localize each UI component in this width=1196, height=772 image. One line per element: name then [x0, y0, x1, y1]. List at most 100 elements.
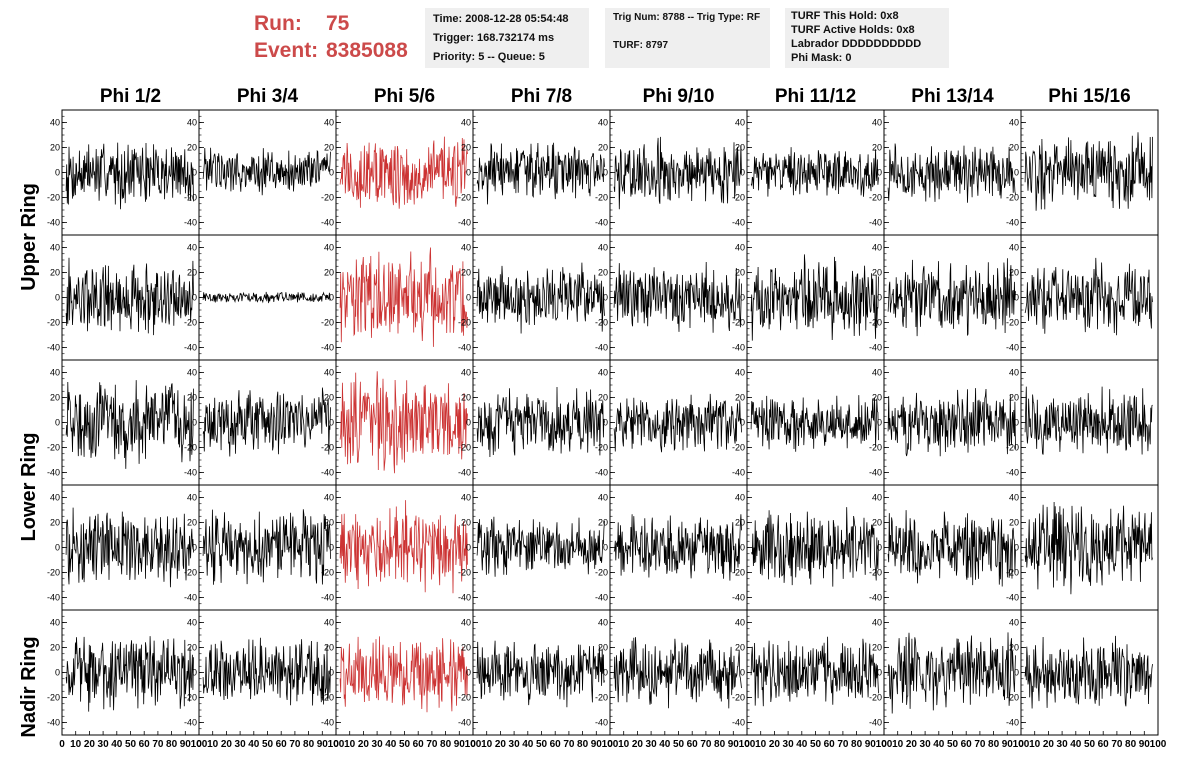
y-tick-label: 40: [324, 493, 334, 503]
y-tick-label: -40: [47, 468, 60, 478]
x-tick-label: 0: [196, 739, 202, 750]
y-tick-label: 0: [740, 543, 745, 553]
event-label: Event:: [254, 39, 319, 62]
y-tick-label: 0: [55, 668, 60, 678]
waveform-trace: [202, 387, 331, 457]
y-tick-label: 40: [50, 368, 60, 378]
y-tick-label: -40: [732, 718, 745, 728]
y-tick-label: -40: [1006, 218, 1019, 228]
y-tick-label: 20: [735, 518, 745, 528]
y-tick-label: -20: [184, 443, 197, 453]
y-tick-label: 40: [598, 368, 608, 378]
y-tick-label: -20: [321, 318, 334, 328]
y-tick-label: -20: [595, 568, 608, 578]
x-tick-label: 10: [344, 739, 356, 750]
waveform-panel: 40 20 0 -20 -40: [732, 484, 885, 611]
y-tick-label: 40: [598, 118, 608, 128]
y-tick-label: 0: [740, 293, 745, 303]
y-tick-label: 0: [192, 543, 197, 553]
y-tick-label: 20: [461, 643, 471, 653]
y-tick-label: -40: [595, 343, 608, 353]
phi-label-6: Phi 11/12: [774, 86, 857, 107]
y-tick-label: 20: [50, 643, 60, 653]
y-tick-label: 0: [192, 168, 197, 178]
y-tick-label: -20: [869, 318, 882, 328]
x-tick-label: 90: [1139, 739, 1151, 750]
y-tick-label: -40: [184, 343, 197, 353]
waveform-trace: [613, 136, 742, 210]
y-tick-label: -20: [1006, 568, 1019, 578]
x-tick-label: 70: [700, 739, 712, 750]
y-tick-label: 40: [50, 493, 60, 503]
y-tick-label: 40: [872, 243, 882, 253]
y-tick-label: 40: [50, 243, 60, 253]
x-tick-label: 0: [470, 739, 476, 750]
panel-frame: [1020, 234, 1159, 361]
x-tick-label: 10: [755, 739, 767, 750]
y-tick-label: -40: [595, 718, 608, 728]
x-tick-label: 30: [646, 739, 658, 750]
y-tick-label: -40: [321, 218, 334, 228]
waveform-trace: [202, 637, 331, 706]
waveform-panel: 40 20 0 -20 -40: [1006, 234, 1159, 361]
x-tick-label: 10: [481, 739, 493, 750]
waveform-panel: 40 20 0 -20 -40: [1006, 484, 1159, 611]
waveform-trace: [887, 143, 1016, 203]
info-box-trig: Trig Num: 8788 -- Trig Type: RF TURF: 87…: [605, 8, 770, 68]
y-tick-label: -20: [184, 693, 197, 703]
y-tick-label: 0: [877, 543, 882, 553]
phi-label-4: Phi 7/8: [510, 86, 573, 107]
y-tick-label: 20: [735, 393, 745, 403]
x-tick-label: 0: [1018, 739, 1024, 750]
waveform-trace: [65, 636, 194, 712]
x-tick-label: 30: [783, 739, 795, 750]
waveform-trace: [887, 632, 1016, 714]
y-tick-label: -20: [458, 443, 471, 453]
x-tick-label: 0: [881, 739, 887, 750]
y-tick-label: 0: [466, 168, 471, 178]
y-tick-label: -20: [47, 443, 60, 453]
y-tick-label: 40: [187, 118, 197, 128]
x-tick-label: 80: [988, 739, 1000, 750]
waveform-trace: [750, 254, 879, 341]
waveform-trace: [1024, 386, 1153, 455]
x-tick-label: 100: [1013, 739, 1030, 750]
waveform-panel: 40 20 0 -20 -40: [458, 484, 611, 611]
y-tick-label: 20: [1009, 518, 1019, 528]
y-tick-label: -20: [321, 693, 334, 703]
y-tick-label: 0: [877, 293, 882, 303]
waveform-trace: [65, 257, 194, 336]
y-tick-label: -40: [458, 718, 471, 728]
y-tick-label: -40: [184, 718, 197, 728]
y-tick-label: -40: [458, 218, 471, 228]
waveform-trace: [750, 147, 879, 197]
y-tick-label: 40: [598, 618, 608, 628]
trig-num-text: Trig Num: 8788 -- Trig Type: RF: [613, 12, 761, 23]
y-tick-label: 20: [50, 268, 60, 278]
x-tick-label: 80: [440, 739, 452, 750]
waveform-panel: 40 20 0 -20 -40: [47, 234, 200, 361]
x-tick-label: 100: [876, 739, 893, 750]
y-tick-label: -20: [321, 443, 334, 453]
panel-frame: [746, 484, 885, 611]
x-tick-label: 0: [607, 739, 613, 750]
y-tick-label: 0: [329, 168, 334, 178]
run-label: Run:: [254, 12, 302, 35]
y-tick-label: 0: [55, 168, 60, 178]
x-tick-label: 80: [851, 739, 863, 750]
y-tick-label: 40: [187, 618, 197, 628]
y-tick-label: -20: [869, 193, 882, 203]
waveform-trace: [1024, 501, 1153, 595]
y-tick-label: -20: [47, 193, 60, 203]
y-tick-label: -40: [321, 468, 334, 478]
y-tick-label: 40: [461, 618, 471, 628]
x-tick-label: 70: [1111, 739, 1123, 750]
y-tick-label: -40: [869, 718, 882, 728]
waveform-panel: 40 20 0 -20 -40: [732, 609, 885, 736]
y-tick-label: -40: [595, 468, 608, 478]
waveform-panel: 40 20 0 -20 -40: [458, 609, 611, 736]
y-tick-label: -40: [869, 343, 882, 353]
y-tick-label: 0: [329, 418, 334, 428]
x-tick-label: 40: [796, 739, 808, 750]
y-tick-label: -20: [732, 318, 745, 328]
